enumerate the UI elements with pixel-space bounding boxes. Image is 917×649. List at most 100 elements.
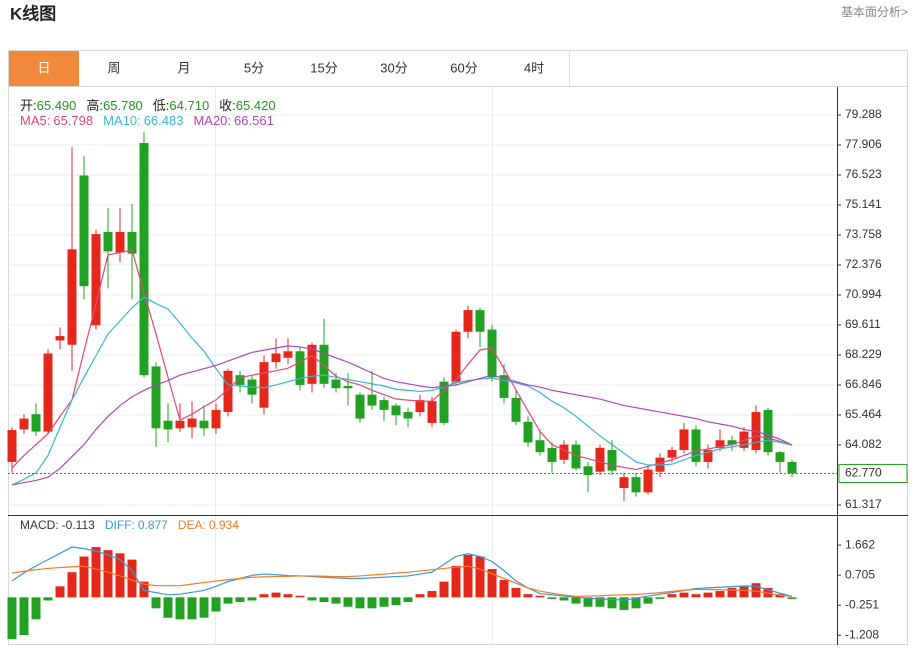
macd-bar [7,597,17,640]
macd-bar [331,597,341,604]
tab[interactable]: 周 [79,51,150,86]
y-tick-label: 65.464 [845,407,882,421]
readout-name: 开: [20,98,37,113]
candle-body [691,429,701,462]
macd-bar [67,572,77,598]
candle-body [151,366,161,429]
tab-bg [359,51,429,86]
candle-body [343,386,353,389]
macd-bar [19,597,29,636]
macd-bar [739,586,749,598]
macd-bar [415,594,425,598]
candle-body [271,353,281,363]
candle-body [727,440,737,445]
candle-body [427,401,437,423]
candle-body [367,394,377,406]
candle-body [535,440,545,453]
readout-name: 低: [152,98,170,113]
tab[interactable]: 60分 [429,51,500,86]
macd-bar [187,597,197,620]
macd-bar [151,597,161,609]
tab[interactable]: 30分 [359,51,430,86]
candle-body [67,249,77,345]
macd-bar [199,597,209,618]
readout-item: 开:65.490 [20,95,76,114]
candle-body [463,310,473,332]
tab-bg [429,51,499,86]
readout-name: 高: [86,98,104,113]
macd-bar [91,547,101,598]
macd-bar [763,587,773,598]
readout-item: 低:64.710 [153,95,209,114]
price-chart: 79.288 77.906 76.523 75.141 73.758 72.376 70.9… [7,87,908,515]
tab-label: 15分 [310,60,337,75]
macd-bar [595,597,605,607]
candle-body [43,353,53,432]
candle-body [163,420,173,430]
tab-bg [149,51,219,86]
y-tick-label: 77.906 [845,137,882,151]
legend-name: MA20: [193,113,232,128]
tab-label: 周 [107,60,120,75]
macd-bar [775,594,785,598]
macd-bar [463,554,473,598]
tab-bg [499,51,569,86]
macd-bar [727,587,737,598]
legend-name: MACD: [20,518,59,532]
candle-body [295,351,305,385]
candle-body [127,231,137,254]
tab[interactable]: 5分 [219,51,290,86]
legend-name: MA5: [20,113,51,128]
ohlc-readout: 开:65.490 高:65.780 低:64.710 收:65.420 [20,95,276,114]
candle-body [115,231,125,253]
ma-readout: MA5: 65.798 MA10: 66.483 MA20: 66.561 [20,113,274,128]
macd-bar [379,597,389,607]
macd-bar [607,597,617,609]
y-tick-label: 68.229 [845,347,882,361]
candle-body [55,336,65,341]
fundamental-link[interactable]: 基本面分析> [841,5,908,19]
candle-body [475,310,485,332]
readout-item: 收:65.420 [219,95,275,114]
macd-readout: MACD: -0.113 DIFF: 0.877 DEA: 0.934 [20,518,239,532]
candle-body [307,344,317,384]
macd-bar [787,597,797,599]
candle-body [571,444,581,469]
candle-body [91,234,101,326]
tab-bg [289,51,359,86]
y-tick-label: 61.317 [845,497,882,511]
tab[interactable]: 月 [149,51,220,86]
macd-bar [283,594,293,598]
legend-item: DIFF: 0.877 [105,518,168,532]
macd-bar [571,597,581,604]
tab[interactable]: 4时 [499,51,570,86]
last-price-box [838,463,908,483]
tab[interactable]: 日 [9,51,80,86]
candle-body [667,450,677,458]
candle-body [487,329,497,378]
candle-body [199,420,209,429]
ma-line [11,296,793,486]
last-price-label: 62.770 [845,466,882,480]
macd-line [11,565,793,597]
macd-bar [499,580,509,598]
macd-bar [391,597,401,606]
legend-name: DIFF: [104,518,135,532]
tab-label: 月 [177,60,190,75]
tab-label: 日 [37,60,50,75]
candle-body [319,344,329,384]
tab-label: 60分 [450,60,477,75]
macd-bar [31,597,41,620]
macd-bar [355,597,365,609]
y-tick-label: 76.523 [845,167,882,181]
y-tick-label: 70.994 [845,287,882,301]
y-tick-label: 73.758 [845,227,882,241]
y-tick-label: 64.082 [845,437,882,451]
candle-body [703,450,713,462]
legend-value: 65.798 [53,113,94,128]
tab[interactable]: 15分 [289,51,360,86]
candle-body [631,477,641,493]
macd-bar [43,597,53,601]
candle-body [187,418,197,428]
